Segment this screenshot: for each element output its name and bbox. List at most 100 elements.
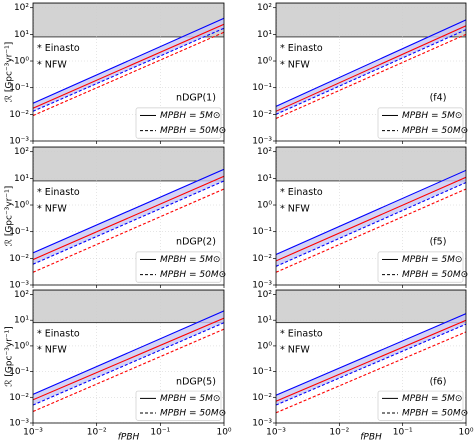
- excluded-band: [33, 290, 224, 324]
- legend-label: MPBH = 50M⊙: [160, 270, 226, 280]
- plot-area: [276, 3, 466, 141]
- y-tick-label: 10⁰: [14, 341, 29, 351]
- shaded-region: [33, 169, 224, 265]
- shaded-region: [33, 310, 224, 406]
- annotation: * Einasto: [37, 187, 80, 198]
- rate-line: [276, 19, 466, 107]
- x-axis-label: fPBH: [118, 433, 140, 443]
- y-tick-label: 10¹: [257, 30, 272, 40]
- y-tick-label: 10²: [257, 3, 272, 13]
- excluded-band: [276, 147, 466, 182]
- axes-frame: [32, 146, 225, 286]
- rate-line: [276, 319, 466, 402]
- x-tick-label: 10⁻²: [87, 428, 107, 438]
- y-tick-label: 10²: [257, 147, 272, 157]
- y-tick-label: 10⁻²: [252, 393, 272, 403]
- plot-area: [33, 147, 224, 285]
- shaded-region: [276, 170, 466, 267]
- x-tick-label: 10⁻¹: [393, 428, 413, 438]
- y-tick-label: 10⁰: [257, 201, 272, 211]
- y-tick-label: 10²: [14, 147, 29, 157]
- plot-area: [276, 290, 466, 423]
- shaded-region: [33, 18, 224, 112]
- panel-label: nDGP(1): [176, 93, 216, 104]
- legend-label: MPBH = 5M⊙: [402, 255, 462, 265]
- y-tick-label: 10⁻²: [252, 254, 272, 264]
- y-tick-label: 10⁻¹: [9, 367, 29, 377]
- plot-area: [33, 3, 224, 141]
- y-tick-label: 10⁻¹: [9, 83, 29, 93]
- y-tick-label: 10¹: [257, 316, 272, 326]
- annotation: * NFW: [280, 204, 310, 215]
- rate-line: [33, 17, 224, 104]
- rate-line: [33, 168, 224, 254]
- legend-label: MPBH = 50M⊙: [160, 126, 226, 136]
- rate-line: [276, 25, 466, 112]
- y-tick-label: 10²: [14, 3, 29, 13]
- panel: 10⁻³ 10⁻² 10⁻¹ 10⁰ 10¹ 10² * Einasto * NFW (f4) M…: [252, 2, 468, 147]
- excluded-band: [33, 147, 224, 182]
- legend-box: [135, 107, 222, 139]
- axes-frame: [275, 146, 467, 286]
- rate-line: [276, 169, 466, 255]
- plot-area: [33, 290, 224, 423]
- annotation: * NFW: [37, 344, 67, 355]
- y-tick-label: 10¹: [14, 174, 29, 184]
- y-tick-label: 10¹: [14, 30, 29, 40]
- y-tick-label: 10⁻³: [9, 137, 29, 147]
- panel-label: (f4): [430, 93, 447, 104]
- x-tick-label: 10⁰: [458, 428, 473, 438]
- y-tick-label: 10⁰: [257, 57, 272, 67]
- panel-label: nDGP(5): [176, 376, 216, 387]
- x-tick-label: 10⁻³: [23, 428, 43, 438]
- y-tick-label: 10⁰: [14, 57, 29, 67]
- legend-label: MPBH = 5M⊙: [160, 255, 220, 265]
- axes-frame: [275, 289, 467, 424]
- annotation: * Einasto: [37, 328, 80, 339]
- y-tick-label: 10²: [257, 290, 272, 300]
- panel: 10⁻³ 10⁻² 10⁻¹ 10⁰ 10¹ 10² * Einasto * NFW nDGP(…: [5, 146, 226, 291]
- rate-line: [33, 317, 224, 401]
- shaded-region: [276, 313, 466, 406]
- annotation: * Einasto: [280, 187, 323, 198]
- x-axis-label: fPBH: [360, 433, 382, 443]
- y-tick-label: 10⁻³: [252, 137, 272, 147]
- y-tick-label: 10⁻³: [9, 281, 29, 291]
- legend-label: MPBH = 5M⊙: [402, 394, 462, 404]
- x-tick-label: 10⁻³: [266, 428, 286, 438]
- annotation: * Einasto: [280, 43, 323, 54]
- y-tick-label: 10⁻³: [9, 419, 29, 429]
- y-tick-label: 10¹: [257, 174, 272, 184]
- panel: 10⁻³ 10⁻² 10⁻¹ 10⁰ 10¹ 10² 10⁻³ 10⁻² 10⁻¹ 10⁰ * Ei…: [252, 289, 474, 443]
- y-tick-label: 10⁻³: [252, 419, 272, 429]
- x-tick-label: 10⁻¹: [150, 428, 170, 438]
- legend-label: MPBH = 50M⊙: [402, 126, 468, 136]
- annotation: * Einasto: [280, 328, 323, 339]
- legend-box: [135, 390, 222, 421]
- annotation: * Einasto: [37, 43, 80, 54]
- axes-frame: [275, 2, 467, 142]
- y-tick-label: 10⁻¹: [9, 227, 29, 237]
- axes-frame: [32, 289, 225, 424]
- y-axis-label: ℛ [Gpc⁻³yr⁻¹]: [5, 186, 15, 246]
- y-tick-label: 10⁻²: [252, 110, 272, 120]
- panel-label: (f5): [430, 237, 447, 248]
- panel-label: nDGP(2): [176, 237, 216, 248]
- legend-box: [377, 251, 464, 283]
- y-tick-label: 10⁻¹: [252, 367, 272, 377]
- y-tick-label: 10⁻²: [9, 110, 29, 120]
- legend-label: MPBH = 5M⊙: [402, 111, 462, 121]
- x-tick-label: 10⁻²: [329, 428, 349, 438]
- excluded-band: [276, 290, 466, 324]
- y-tick-label: 10⁻²: [9, 254, 29, 264]
- plot-area: [276, 147, 466, 285]
- legend-box: [135, 251, 222, 283]
- rate-line: [276, 331, 466, 414]
- excluded-band: [276, 3, 466, 38]
- annotation: * NFW: [37, 204, 67, 215]
- annotation: * NFW: [37, 60, 67, 71]
- annotation: * NFW: [280, 344, 310, 355]
- rate-line: [276, 176, 466, 262]
- legend-label: MPBH = 5M⊙: [160, 394, 220, 404]
